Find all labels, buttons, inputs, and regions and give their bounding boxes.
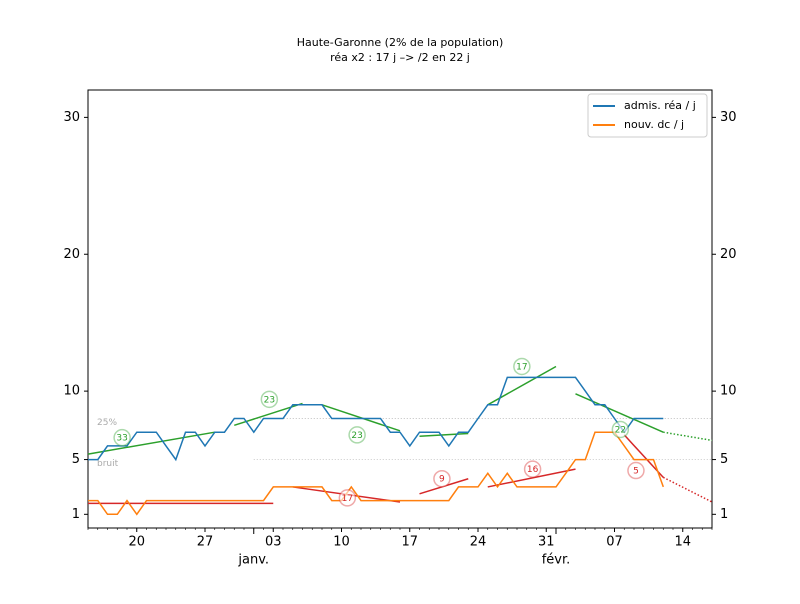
annotation-label: 9 (439, 475, 445, 485)
legend-label: admis. réa / j (624, 99, 696, 112)
threshold-label: bruit (97, 459, 119, 469)
month-label: févr. (542, 553, 571, 568)
annotation-label: 17 (516, 362, 527, 372)
trend-line (575, 393, 664, 433)
y2-tick-label: 1 (720, 507, 728, 522)
y-tick-label: 1 (72, 507, 80, 522)
x-tick-label: 17 (401, 535, 418, 550)
x-tick-label: 07 (606, 535, 623, 550)
y2-tick-label: 5 (720, 452, 728, 467)
annotation-label: 5 (633, 467, 639, 477)
y-tick-label: 30 (63, 110, 80, 125)
chart-title: Haute-Garonne (2% de la population) (297, 36, 504, 49)
x-tick-label: 24 (470, 535, 487, 550)
annotation-circle (523, 460, 542, 478)
trend-line (662, 476, 713, 503)
y2-tick-label: 20 (720, 247, 737, 262)
annotation-circle (338, 489, 357, 507)
annotation-label: 16 (527, 465, 539, 475)
x-tick-label: 20 (128, 535, 145, 550)
month-label: janv. (237, 553, 269, 568)
trend-line (487, 468, 576, 488)
trend-line (419, 432, 469, 438)
y-tick-label: 5 (72, 452, 80, 467)
series-line (88, 431, 665, 516)
annotation-circle (611, 420, 630, 439)
y-tick-label: 20 (63, 247, 80, 262)
x-tick-label: 14 (674, 535, 691, 550)
threshold-label: 25% (97, 418, 117, 428)
annotation-label: 22 (615, 425, 626, 435)
annotation-label: 17 (342, 494, 353, 504)
annotation-circle (513, 357, 531, 376)
chart-subtitle: réa x2 : 17 j –> /2 en 22 j (330, 51, 470, 64)
annotation-label: 23 (351, 431, 362, 441)
annotation-label: 33 (116, 434, 127, 444)
trend-line (87, 431, 215, 455)
series-line (88, 376, 664, 462)
x-tick-label: 27 (197, 535, 214, 550)
annotation-circle (113, 428, 131, 447)
annotation-circle (348, 426, 366, 444)
x-tick-label: 03 (265, 535, 282, 550)
annotation-label: 23 (264, 395, 275, 405)
y-tick-label: 10 (63, 384, 80, 399)
y2-tick-label: 10 (720, 384, 737, 399)
x-tick-label: 31 (538, 535, 555, 550)
annotation-circle (260, 390, 279, 409)
legend-label: nouv. dc / j (624, 118, 684, 131)
x-tick-label: 10 (333, 535, 350, 550)
annotation-circle (433, 469, 451, 488)
trend-line (663, 431, 713, 442)
annotation-circle (627, 461, 645, 480)
legend-box (587, 93, 708, 138)
y2-tick-label: 30 (720, 110, 737, 125)
